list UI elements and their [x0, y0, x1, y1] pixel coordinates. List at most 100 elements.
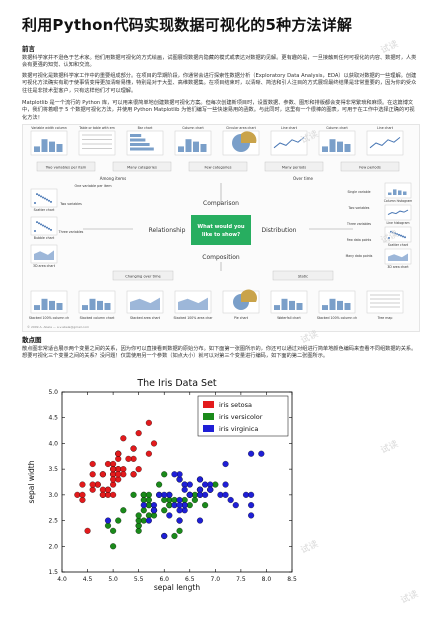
thumb-dot — [394, 232, 396, 235]
data-point-iris-virginica — [232, 502, 239, 509]
y-tick-label: 3.5 — [48, 466, 58, 473]
data-point-iris-setosa — [110, 476, 117, 483]
data-point-iris-virginica — [196, 486, 204, 493]
data-point-iris-versicolor — [191, 496, 198, 504]
chart-chooser-graphic: Variable width column Table or table wit… — [27, 126, 413, 329]
data-point-iris-setosa — [120, 435, 127, 442]
thumb-bar — [329, 139, 336, 152]
right-chart-label-3: 3D area chart — [387, 265, 409, 269]
thumb-bar — [49, 141, 55, 152]
legend-swatch — [203, 425, 214, 432]
top-branch-label-1: Many categories — [127, 166, 157, 170]
data-point-iris-setosa — [110, 471, 117, 478]
data-point-iris-setosa — [120, 471, 127, 478]
data-point-iris-setosa — [115, 471, 122, 478]
data-point-iris-virginica — [150, 507, 158, 514]
data-point-iris-versicolor — [145, 512, 152, 519]
data-point-iris-virginica — [176, 502, 183, 509]
chooser-thumb-right-3 — [384, 248, 412, 265]
left-chart-label-1: Bubble chart — [34, 236, 55, 240]
x-tick-label: 6.0 — [159, 576, 169, 583]
data-point-iris-virginica — [202, 481, 209, 488]
data-point-iris-virginica — [176, 496, 183, 504]
top-branch-box-3 — [264, 161, 324, 172]
chooser-thumb-right-0 — [384, 182, 412, 199]
thumb-dot — [38, 222, 40, 225]
x-tick-label: 4.5 — [83, 576, 93, 583]
data-point-iris-versicolor — [135, 527, 142, 534]
thumb-bar — [97, 300, 103, 310]
legend-label: iris virginica — [219, 425, 258, 433]
chooser-thumb-bottom-1 — [78, 290, 116, 314]
thumb-dot — [40, 223, 42, 226]
top-chart-label-0: Variable width column — [31, 126, 66, 130]
data-point-iris-setosa — [110, 460, 117, 468]
data-point-iris-versicolor — [150, 512, 158, 519]
data-point-iris-virginica — [222, 481, 229, 488]
right-chart-label-0: Column histogram — [384, 199, 413, 203]
chooser-thumb-bottom-0 — [30, 290, 68, 314]
data-point-iris-virginica — [140, 502, 147, 509]
data-point-iris-versicolor — [145, 496, 152, 504]
data-point-iris-versicolor — [171, 532, 178, 540]
thumb-bar — [289, 300, 295, 310]
data-point-iris-virginica — [248, 491, 255, 498]
data-point-iris-versicolor — [191, 491, 198, 498]
data-point-iris-virginica — [207, 481, 214, 488]
section-heading-scatter: 散点图 — [22, 336, 42, 344]
chooser-thumb-top-0 — [30, 130, 68, 156]
thumb-bar — [193, 141, 199, 152]
bottom-chart-label-6: Stacked 100% column ch — [317, 316, 357, 320]
thumb-dot — [44, 225, 46, 228]
data-point-iris-virginica — [186, 491, 193, 498]
y-tick-label: 5.0 — [48, 389, 58, 396]
data-point-iris-virginica — [242, 491, 250, 498]
category-comparison: Comparison — [203, 200, 239, 207]
data-point-iris-setosa — [110, 466, 117, 473]
data-point-iris-setosa — [120, 466, 127, 473]
thumb-bar — [41, 298, 48, 310]
thumb-bar — [56, 144, 63, 152]
data-point-iris-virginica — [258, 450, 265, 457]
thumb-bar — [49, 300, 55, 310]
data-point-iris-setosa — [89, 471, 96, 478]
data-point-iris-versicolor — [212, 481, 219, 488]
section-heading-preface: 前言 — [22, 45, 35, 53]
top-branch-box-0 — [36, 161, 96, 172]
data-point-iris-versicolor — [135, 522, 142, 529]
data-point-iris-versicolor — [140, 491, 147, 498]
category-distribution: Distribution — [261, 227, 296, 234]
top-group-label-1: Over time — [293, 176, 313, 181]
chart-chooser-diagram: Variable width column Table or table wit… — [22, 124, 420, 332]
thumb-bar — [322, 305, 328, 310]
thumb-bar — [393, 189, 397, 195]
right-chart-label-1: Line histogram — [386, 221, 409, 225]
top-chart-label-5: Line chart — [281, 126, 298, 130]
y-axis-label: sepal width — [27, 460, 36, 503]
thumb-dot — [44, 197, 46, 200]
top-branch-label-0: Two variables per item — [45, 166, 87, 170]
data-point-iris-versicolor — [115, 517, 122, 524]
legend-swatch — [203, 413, 214, 420]
data-point-iris-versicolor — [135, 517, 142, 524]
data-point-iris-versicolor — [176, 527, 183, 534]
thumb-pie-slice — [241, 289, 257, 302]
thumb-bar — [344, 303, 351, 310]
data-point-iris-setosa — [79, 481, 86, 488]
data-point-iris-setosa — [79, 496, 86, 504]
data-point-iris-setosa — [135, 430, 142, 437]
thumb-bar — [344, 144, 351, 152]
data-point-iris-virginica — [176, 517, 183, 524]
article-title: 利用Python代码实现数据可视化的5种方法详解 — [22, 16, 353, 34]
data-point-iris-setosa — [89, 486, 96, 493]
top-group-label-0: Among items — [100, 176, 127, 181]
left-chart-label-0: Scatter chart — [34, 208, 56, 212]
thumb-dot — [38, 194, 40, 197]
x-tick-label: 8.5 — [287, 576, 297, 583]
data-point-iris-versicolor — [145, 502, 152, 509]
data-point-iris-virginica — [196, 491, 204, 498]
chooser-thumb-top-3 — [174, 130, 212, 156]
data-point-iris-setosa — [89, 460, 96, 468]
thumb-area — [130, 297, 160, 310]
x-tick-label: 5.5 — [134, 576, 144, 583]
